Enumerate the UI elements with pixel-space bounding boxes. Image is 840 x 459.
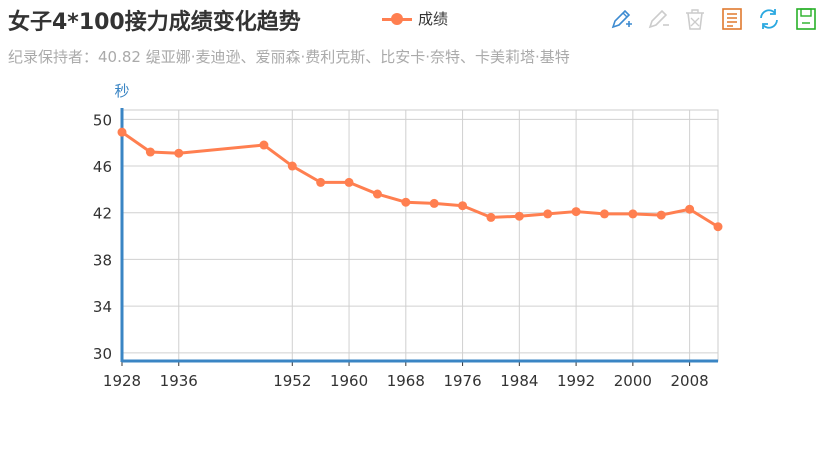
data-point <box>514 211 524 221</box>
data-point <box>628 209 638 219</box>
data-point <box>316 177 326 187</box>
clear-button[interactable] <box>682 6 708 32</box>
toolbox <box>608 6 819 32</box>
data-point <box>599 209 609 219</box>
x-tick-label: 1960 <box>330 372 368 390</box>
zoom-reset-button[interactable] <box>645 6 671 32</box>
plot-border <box>121 109 719 362</box>
zoom-reset-icon <box>648 9 669 29</box>
x-tick-label: 2008 <box>671 372 709 390</box>
data-point <box>458 201 468 211</box>
data-point <box>486 212 496 222</box>
y-tick-label: 34 <box>93 298 112 316</box>
y-tick-label: 46 <box>93 158 112 176</box>
refresh-icon <box>760 9 778 29</box>
axes: 30 34 38 42 46 50 1928 1936 1952 1960 1968 1976 1984… <box>93 82 718 390</box>
legend-label: 成绩 <box>418 10 449 28</box>
data-view-icon <box>722 8 742 30</box>
series-line <box>121 130 719 229</box>
chart-subtitle: 纪录保持者：40.82 缇亚娜·麦迪逊、爱丽森·费利克斯、比安卡·奈特、卡美莉塔… <box>8 48 570 66</box>
x-tick-label: 1992 <box>557 372 595 390</box>
x-tick-label: 2000 <box>614 372 652 390</box>
clear-icon <box>686 9 704 30</box>
data-point <box>685 204 695 214</box>
data-point <box>656 210 666 220</box>
x-tick-label: 1928 <box>103 372 141 390</box>
y-tick-label: 42 <box>93 205 112 223</box>
series-layer <box>117 127 723 232</box>
data-point <box>287 161 297 171</box>
data-point <box>117 127 127 137</box>
data-point <box>174 148 184 158</box>
data-point <box>344 177 354 187</box>
y-tick-label: 50 <box>93 111 112 129</box>
data-point <box>543 209 553 219</box>
x-tick-label: 1984 <box>500 372 538 390</box>
y-axis-label: 秒 <box>114 82 129 100</box>
x-tick-label: 1952 <box>273 372 311 390</box>
data-point <box>145 147 155 157</box>
save-image-icon <box>796 8 816 30</box>
chart-title: 女子4*100接力成绩变化趋势 <box>8 10 301 35</box>
data-point <box>259 140 269 150</box>
data-point <box>429 198 439 208</box>
data-point <box>571 207 581 217</box>
data-point <box>401 197 411 207</box>
x-tick-label: 1976 <box>443 372 481 390</box>
area-zoom-icon <box>611 9 632 29</box>
data-view-button[interactable] <box>719 6 745 32</box>
legend[interactable]: 成绩 <box>382 8 448 29</box>
x-tick-label: 1936 <box>160 372 198 390</box>
refresh-button[interactable] <box>756 6 782 32</box>
area-zoom-button[interactable] <box>608 6 634 32</box>
y-tick-label: 30 <box>93 345 112 363</box>
save-image-button[interactable] <box>793 6 819 32</box>
legend-swatch-icon <box>382 12 412 26</box>
x-tick-label: 1968 <box>387 372 425 390</box>
data-point <box>713 222 723 232</box>
grid <box>121 109 719 362</box>
y-tick-label: 38 <box>93 251 112 269</box>
data-point <box>372 189 382 199</box>
